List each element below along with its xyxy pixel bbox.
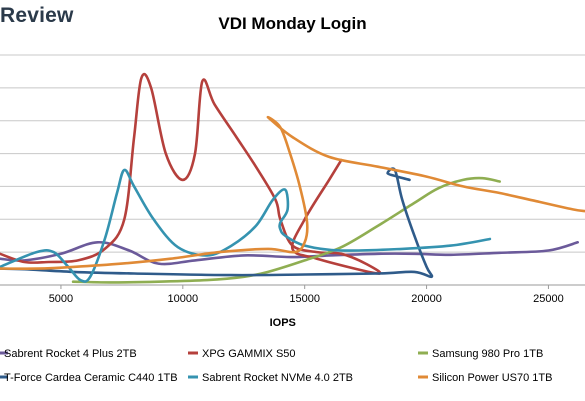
x-tick-label: 10000 (168, 293, 199, 305)
series-line (71, 176, 501, 284)
series-line (0, 72, 382, 275)
legend-label: Samsung 980 Pro 1TB (432, 348, 543, 360)
legend-label: Sabrent Rocket 4 Plus 2TB (4, 348, 137, 360)
x-axis-label: IOPS (270, 317, 296, 329)
series-line (0, 240, 579, 266)
x-tick-label: 25000 (533, 293, 564, 305)
legend-label: Silicon Power US70 1TB (432, 372, 552, 384)
x-tick-label: 20000 (411, 293, 442, 305)
series-line (0, 115, 585, 270)
legend-label: T-Force Cardea Ceramic C440 1TB (4, 372, 178, 384)
x-tick-label: 15000 (289, 293, 320, 305)
x-tick-label: 5000 (49, 293, 73, 305)
legend-label: XPG GAMMIX S50 (202, 348, 296, 360)
chart-title: VDI Monday Login (218, 14, 367, 33)
brand-logo-text: Review (0, 4, 74, 27)
legend-label: Sabrent Rocket NVMe 4.0 2TB (202, 372, 353, 384)
